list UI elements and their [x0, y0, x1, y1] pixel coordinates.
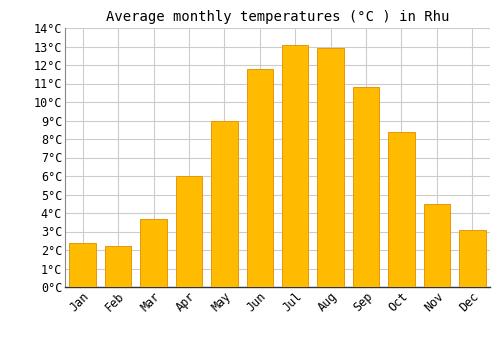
Bar	[70, 243, 96, 287]
Bar	[318, 48, 344, 287]
Bar	[424, 204, 450, 287]
Bar	[140, 218, 167, 287]
Bar	[105, 246, 132, 287]
Title: Average monthly temperatures (°C ) in Rhu: Average monthly temperatures (°C ) in Rh…	[106, 10, 449, 24]
Bar	[211, 120, 238, 287]
Bar	[459, 230, 485, 287]
Bar	[176, 176, 202, 287]
Bar	[353, 87, 380, 287]
Bar	[282, 45, 308, 287]
Bar	[388, 132, 414, 287]
Bar	[246, 69, 273, 287]
